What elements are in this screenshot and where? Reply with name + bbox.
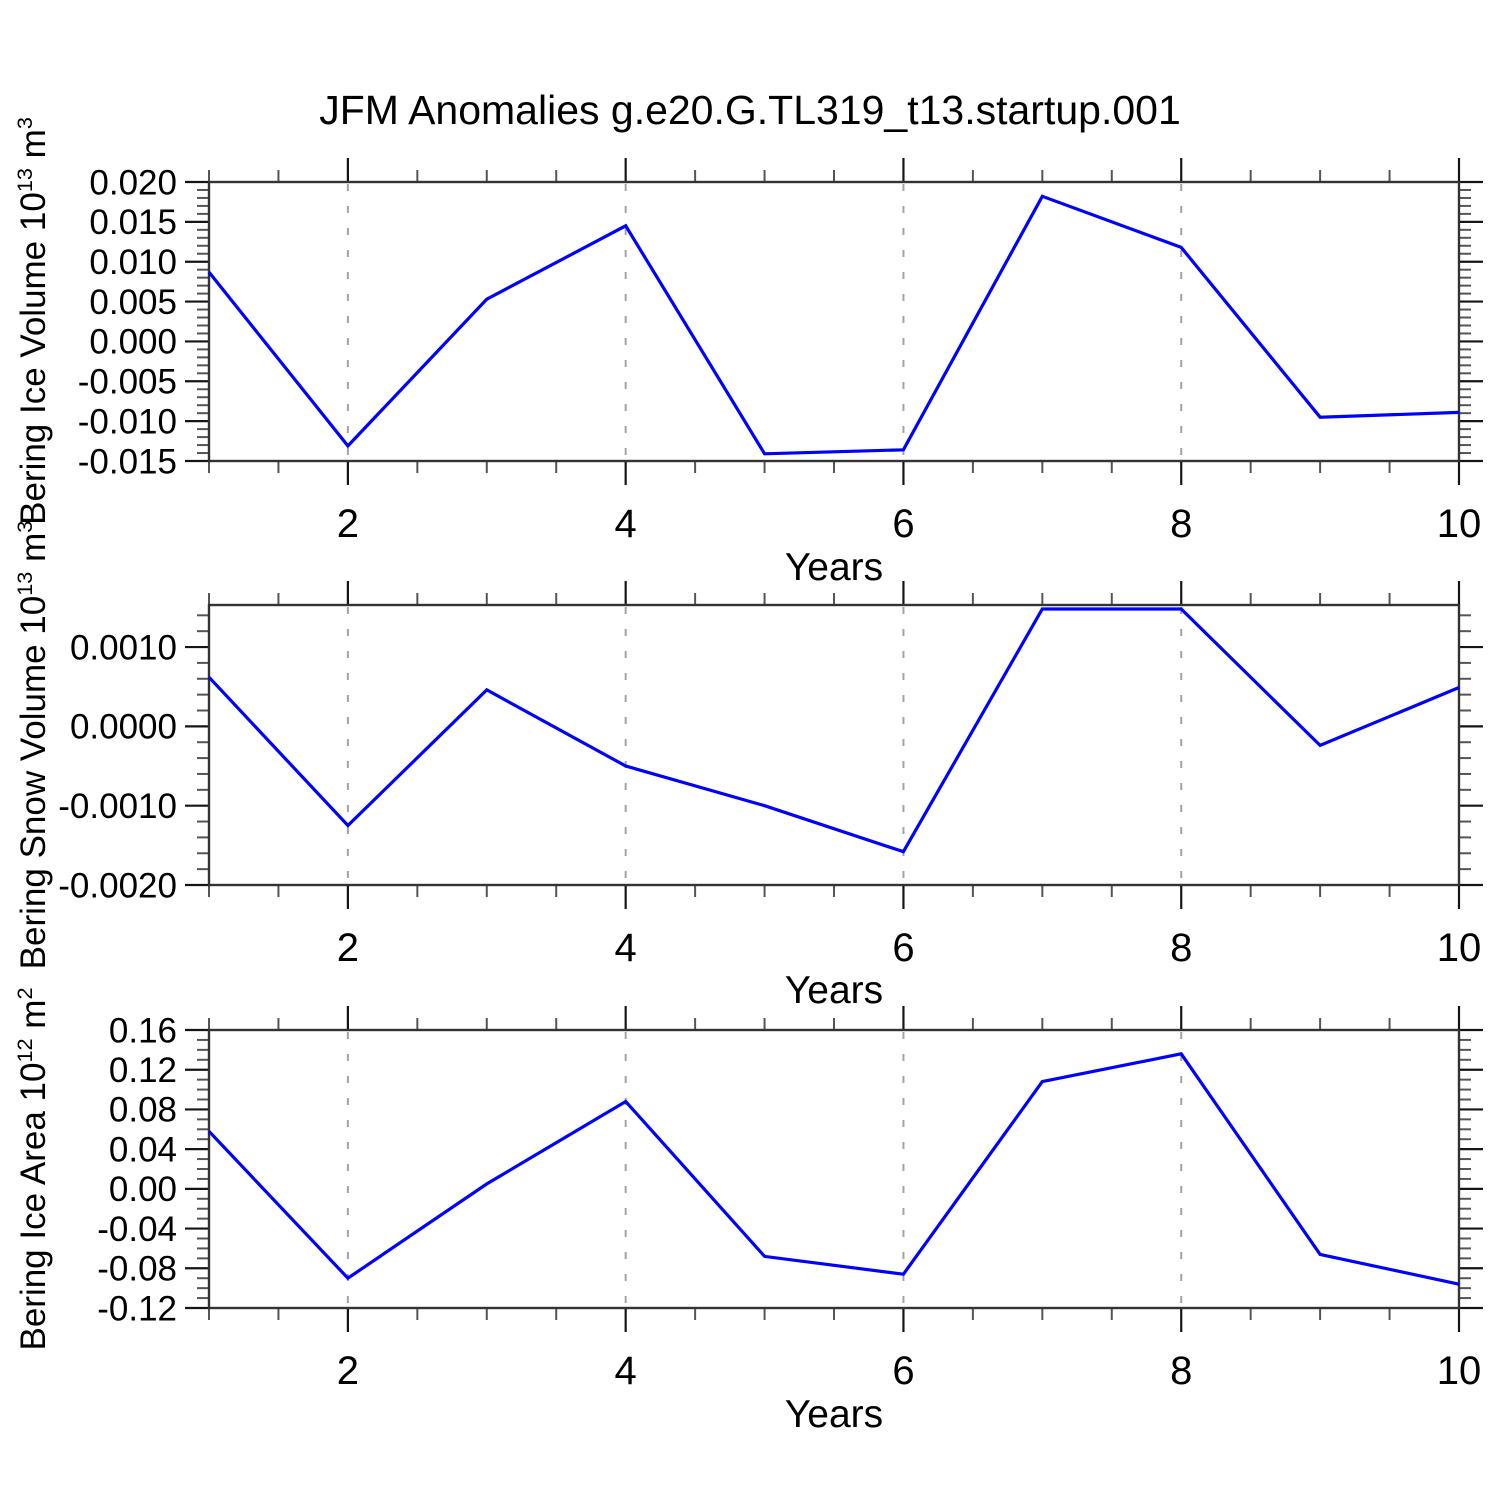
series-line-bering-ice-volume — [207, 194, 1460, 456]
y-axis-title-ice-volume: Bering Ice Volume 1013 m3 — [12, 117, 54, 525]
y-tick-label: -0.08 — [97, 1250, 177, 1289]
y-axis-title-exponent: 13 — [12, 571, 38, 596]
y-axis-title-ice-area: Bering Ice Area 1012 m2 — [12, 987, 54, 1350]
x-tick-label: 4 — [615, 1349, 637, 1393]
y-tick-label: -0.010 — [78, 402, 177, 441]
x-axis-title-years-panel3: Years — [784, 1393, 884, 1436]
y-tick-label: 0.12 — [109, 1051, 177, 1090]
y-tick-label: -0.0010 — [58, 787, 177, 826]
chart-title: JFM Anomalies g.e20.G.TL319_t13.startup.… — [319, 87, 1181, 133]
panel-frame — [207, 603, 1461, 887]
y-axis-title-text: Bering Ice Volume 10 — [13, 192, 53, 525]
y-axis-title-exponent: 12 — [12, 1038, 38, 1063]
y-axis-title-unit: m — [13, 129, 53, 169]
y-tick-label: 0.08 — [109, 1091, 177, 1130]
y-axis-title-text: Bering Snow Volume 10 — [13, 595, 53, 970]
y-tick-label: 0.0000 — [70, 708, 177, 747]
y-tick-label: 0.005 — [89, 283, 177, 322]
y-tick-label: 0.000 — [89, 323, 177, 362]
series-line-bering-ice-area — [207, 1052, 1460, 1286]
y-tick-label: 0.00 — [109, 1170, 177, 1209]
y-tick-label: -0.04 — [97, 1210, 177, 1249]
y-axis-title-exponent: 13 — [12, 168, 38, 193]
x-tick-label: 10 — [1437, 1349, 1482, 1393]
y-tick-label: -0.015 — [78, 442, 177, 481]
y-axis-title-text: Bering Ice Area 10 — [13, 1062, 53, 1351]
y-axis-title-unit-exponent: 3 — [12, 117, 38, 130]
panel-frame — [207, 1028, 1461, 1310]
y-tick-label: 0.04 — [109, 1130, 177, 1169]
x-axis-title-years-panel2: Years — [784, 969, 884, 1012]
y-axis-title-snow-volume: Bering Snow Volume 1013 m3 — [12, 521, 54, 970]
x-tick-label: 2 — [337, 926, 359, 970]
y-tick-label: -0.12 — [97, 1289, 177, 1328]
x-tick-label: 6 — [892, 1349, 914, 1393]
panel-bering-snow-volume: 2 4 6 8 10 0.0010 0.0000 -0.0010 -0.0020 — [58, 581, 1483, 970]
y-tick-label: 0.015 — [89, 203, 177, 242]
x-tick-label: 2 — [337, 1349, 359, 1393]
y-axis-title-unit: m — [13, 999, 53, 1039]
y-axis-title-unit-exponent: 2 — [12, 987, 38, 1000]
y-tick-label: -0.005 — [78, 363, 177, 402]
series-line-bering-snow-volume — [207, 607, 1460, 854]
y-tick-label: -0.0020 — [58, 866, 177, 905]
panel-bering-ice-volume: 2 4 6 8 100.0200.0150.0100.0050.000-0.005-0.… — [78, 158, 1483, 546]
x-tick-label: 8 — [1170, 1349, 1192, 1393]
panel-frame — [207, 180, 1461, 463]
y-axis-title-unit: m — [13, 532, 53, 572]
y-tick-label: 0.020 — [89, 163, 177, 202]
y-axis-title-unit-exponent: 3 — [12, 520, 38, 533]
panel-bering-ice-area: 2 4 6 8 10 0.160.120.080.040.00-0.04-0.08-0.1… — [97, 1006, 1483, 1393]
x-tick-label: 8 — [1170, 502, 1192, 546]
x-axis-title-years-panel1: Years — [784, 546, 884, 589]
x-tick-label: 10 — [1437, 502, 1482, 546]
x-tick-label: 6 — [892, 926, 914, 970]
x-tick-label: 10 — [1437, 926, 1482, 970]
x-tick-label: 8 — [1170, 926, 1192, 970]
x-tick-label: 4 — [615, 926, 637, 970]
x-tick-label: 2 — [337, 502, 359, 546]
x-tick-label: 6 — [892, 502, 914, 546]
y-tick-label: 0.010 — [89, 243, 177, 282]
y-tick-label: 0.16 — [109, 1011, 177, 1050]
y-tick-label: 0.0010 — [70, 628, 177, 667]
x-tick-label: 4 — [615, 502, 637, 546]
